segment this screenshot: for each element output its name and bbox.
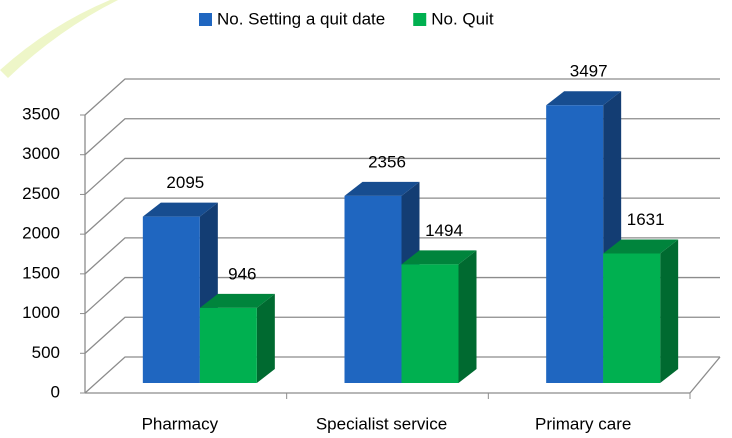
- floor-edge: [689, 356, 721, 394]
- grid-line: [84, 197, 720, 235]
- x-tick-label: Specialist service: [316, 414, 447, 433]
- legend-label: No. Setting a quit date: [217, 9, 385, 28]
- data-label: 1631: [627, 210, 665, 229]
- bar-top: [603, 239, 679, 254]
- bar-front: [142, 216, 200, 383]
- grid-line: [84, 157, 720, 195]
- data-label: 2095: [166, 173, 204, 192]
- y-tick-label: 3000: [22, 144, 60, 163]
- y-tick-label: 2000: [22, 224, 60, 243]
- bar-top: [344, 181, 420, 196]
- bar-front: [344, 195, 402, 383]
- bar-top: [199, 293, 275, 308]
- legend-swatch: [413, 13, 427, 26]
- y-tick-label: 2500: [22, 184, 60, 203]
- grid-line: [84, 237, 720, 275]
- decoration-arc: [0, 0, 118, 78]
- bar-top: [142, 202, 218, 217]
- bar-top: [401, 250, 477, 265]
- data-label: 2356: [368, 152, 406, 171]
- bar-front: [401, 264, 459, 383]
- y-tick-label: 1000: [22, 303, 60, 322]
- y-tick-label: 500: [32, 343, 60, 362]
- bar: [603, 239, 679, 383]
- bar: [199, 293, 275, 383]
- bar: [401, 250, 477, 383]
- bar-side: [256, 293, 275, 383]
- x-tick-label: Primary care: [535, 414, 631, 433]
- bar-side: [458, 250, 477, 383]
- bar-front: [603, 253, 661, 383]
- data-label: 3497: [570, 62, 608, 81]
- data-label: 946: [228, 264, 256, 283]
- legend-label: No. Quit: [431, 9, 494, 28]
- data-label: 1494: [425, 221, 463, 240]
- x-tick-label: Pharmacy: [142, 414, 219, 433]
- grid-line: [84, 118, 720, 156]
- bar-top: [546, 91, 622, 106]
- grid-line: [84, 78, 720, 116]
- bar-side: [660, 239, 679, 383]
- grid-line: [84, 276, 720, 315]
- y-tick-label: 3500: [22, 104, 60, 123]
- bar-front: [546, 105, 604, 384]
- y-tick-label: 1500: [22, 263, 60, 282]
- y-tick-label: 0: [51, 382, 60, 401]
- grid-line: [84, 356, 720, 394]
- legend-swatch: [199, 13, 212, 26]
- bar-front: [199, 307, 257, 383]
- grid-line: [84, 316, 720, 354]
